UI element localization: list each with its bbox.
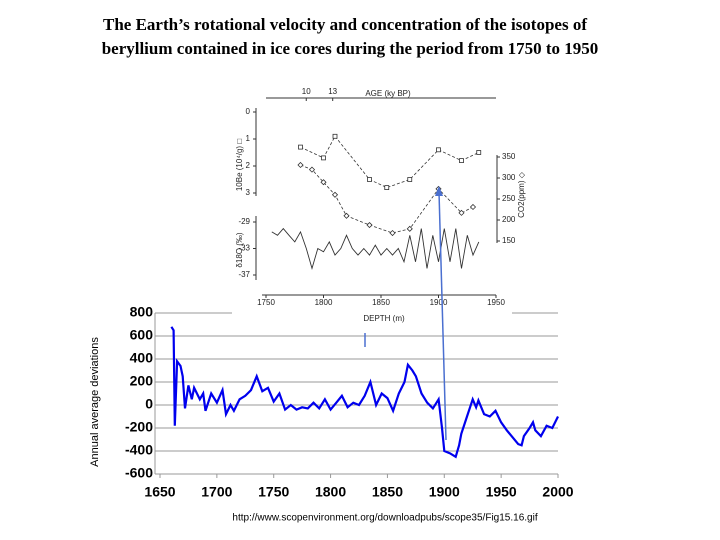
y-tick-label: 0 — [246, 107, 251, 116]
point — [436, 147, 441, 153]
y2-tick-label: 250 — [502, 194, 516, 203]
x2-axis-label: AGE (ky BP) — [365, 89, 411, 98]
point — [308, 166, 316, 173]
y-axis-label: Annual average deviations — [89, 337, 101, 467]
x-tick-label: 1950 — [486, 484, 517, 500]
y-axis-label: δ18O (‰) — [235, 232, 244, 267]
point — [297, 161, 304, 169]
y-tick-label: -29 — [238, 217, 250, 226]
y-axis-label: 10Be (10⁴/g) □ — [235, 139, 244, 191]
point — [366, 221, 373, 229]
y-tick-label: 400 — [130, 350, 154, 366]
y-tick-label: 0 — [145, 396, 153, 412]
x2-tick-label: 13 — [328, 87, 337, 96]
y-tick-label: -33 — [238, 244, 250, 253]
y2-axis-label: CO2(ppm) ◇ — [517, 171, 526, 218]
x2-tick-label: 10 — [302, 87, 311, 96]
x-tick-label: 1700 — [201, 484, 232, 500]
y2-tick-label: 350 — [502, 152, 516, 161]
data-line — [300, 135, 479, 189]
point — [320, 179, 327, 186]
point — [384, 185, 390, 191]
x-tick-label: 1850 — [372, 298, 390, 307]
point — [476, 150, 482, 155]
y-tick-label: -200 — [125, 419, 153, 435]
x-tick-label: 1950 — [487, 298, 505, 307]
arrow — [438, 191, 447, 441]
arrow-head — [435, 186, 443, 196]
point — [407, 177, 413, 182]
y2-tick-label: 150 — [502, 236, 516, 245]
y-tick-label: -400 — [125, 442, 153, 458]
point — [298, 144, 303, 150]
x-tick-label: 2000 — [542, 484, 573, 500]
source-url: http://www.scopenvironment.org/downloadp… — [232, 513, 537, 524]
x-axis-label: DEPTH (m) — [363, 314, 405, 323]
y-tick-label: -37 — [238, 270, 250, 279]
point — [459, 158, 464, 164]
inset-chart: 0 1 2 3 150 200 250 300 350 10 13 AGE (ky BP) 10Be (… — [235, 87, 526, 323]
x-tick-label: 1750 — [258, 484, 289, 500]
y-tick-label: 3 — [246, 188, 251, 197]
y2-tick-label: 200 — [502, 215, 516, 224]
point — [343, 212, 350, 219]
point — [332, 133, 338, 139]
x-tick-label: 1900 — [430, 298, 448, 307]
y-tick-label: 800 — [130, 304, 154, 320]
y-tick-label: 600 — [130, 327, 154, 343]
y2-tick-label: 300 — [502, 173, 516, 182]
data-line — [271, 227, 480, 271]
point — [331, 191, 339, 198]
x-tick-label: 1750 — [257, 298, 275, 307]
x-tick-label: 1800 — [315, 484, 346, 500]
main-chart: -600 -400 -200 0 200 400 600 800 1650 1700 1750 180… — [89, 304, 574, 500]
y-tick-label: 1 — [246, 134, 251, 143]
x-tick-label: 1800 — [315, 298, 333, 307]
point — [469, 203, 477, 211]
point — [406, 225, 413, 232]
point — [458, 209, 465, 216]
y-tick-label: -600 — [125, 465, 153, 481]
title-line: beryllium contained in ice cores during … — [102, 39, 599, 58]
x-tick-label: 1850 — [372, 484, 403, 500]
title-line: The Earth’s rotational velocity and conc… — [103, 15, 587, 34]
x-tick-label: 1900 — [429, 484, 460, 500]
y-tick-label: 2 — [246, 161, 251, 170]
data-line — [170, 326, 559, 459]
y-tick-label: 200 — [130, 373, 154, 389]
point — [367, 177, 372, 182]
inset-background — [232, 88, 512, 326]
point — [389, 229, 396, 237]
x-tick-label: 1650 — [144, 484, 175, 500]
point — [321, 155, 326, 161]
